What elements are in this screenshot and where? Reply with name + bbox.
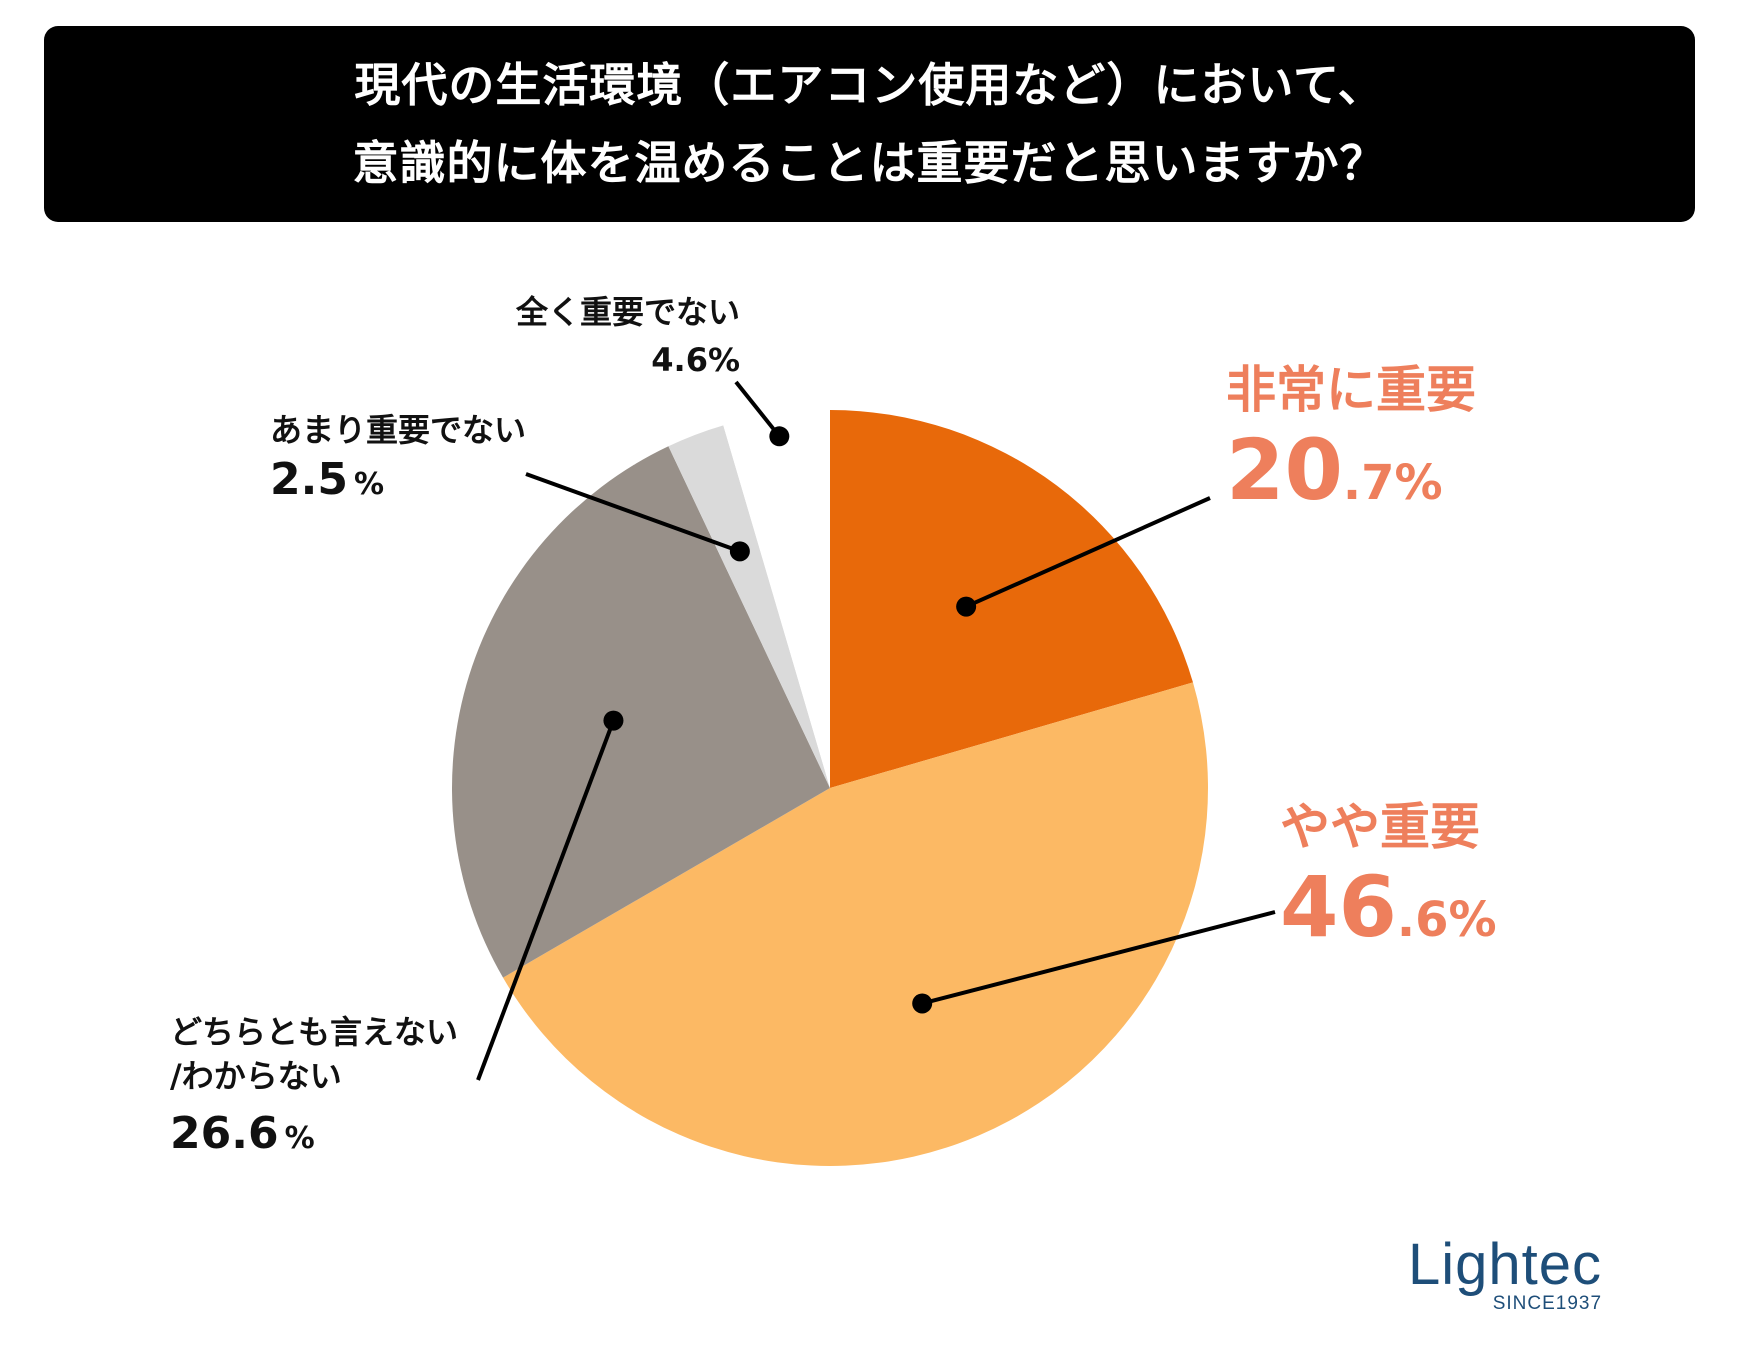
chart-title-banner: 現代の生活環境（エアコン使用など）において、 意識的に体を温めることは重要だと思… <box>44 26 1695 222</box>
slice-not-important-at-all <box>723 410 830 788</box>
leader-not-important-at-all-dot <box>769 426 790 447</box>
slice-somewhat-important <box>503 682 1208 1166</box>
label-not-very-important-value: 2.5% <box>270 458 526 507</box>
leader-undecided-dot <box>603 710 624 731</box>
leader-somewhat-important-dot <box>912 993 933 1014</box>
value-int: 20 <box>1226 421 1343 519</box>
leader-not-important-at-all <box>734 380 781 438</box>
leader-not-very-important <box>525 472 741 554</box>
leader-undecided <box>476 719 616 1081</box>
label-somewhat-important-value: 46.6% <box>1280 859 1497 968</box>
label-not-important-at-all-name: 全く重要でない <box>516 293 741 331</box>
slice-very-important <box>830 410 1193 788</box>
lightec-logo: Lightec SINCE1937 <box>1408 1236 1602 1314</box>
leader-very-important <box>965 496 1211 609</box>
value-int: 46 <box>1280 858 1397 956</box>
value-number: 26.6 <box>170 1108 279 1159</box>
leader-somewhat-important <box>921 910 1276 1006</box>
value-number: 2.5 <box>270 454 348 505</box>
logo-tagline: SINCE1937 <box>1492 1293 1603 1314</box>
label-not-important-at-all-value: 4.6% <box>651 341 741 379</box>
leader-very-important-dot <box>956 596 977 617</box>
slice-undecided <box>452 446 830 978</box>
label-very-important-value: 20.7% <box>1226 422 1476 531</box>
label-not-important-at-all: 全く重要でない 4.6% <box>516 290 740 382</box>
value-dec: .6 <box>1396 892 1449 948</box>
label-somewhat-important-name: やや重要 <box>1280 798 1480 856</box>
value-unit: % <box>284 1121 315 1156</box>
slice-not-very-important <box>668 425 830 788</box>
label-undecided-line-2: /わからない <box>170 1057 342 1095</box>
value-unit: % <box>353 467 385 502</box>
chart-title-line-2: 意識的に体を温めることは重要だと思いますか？ <box>352 136 1387 190</box>
value-dec: .7 <box>1342 455 1395 511</box>
leader-not-very-important-dot <box>729 541 750 562</box>
value-unit: % <box>1394 455 1443 511</box>
logo-name: Lightec <box>1408 1232 1603 1297</box>
label-undecided-value: 26.6% <box>170 1112 458 1161</box>
label-not-very-important-name: あまり重要でない <box>270 411 527 449</box>
label-somewhat-important: やや重要 46.6% <box>1280 795 1497 968</box>
chart-title-line-1: 現代の生活環境（エアコン使用など）において、 <box>354 58 1385 112</box>
label-not-very-important: あまり重要でない 2.5% <box>270 408 526 507</box>
label-undecided: どちらとも言えない /わからない 26.6% <box>170 1010 458 1161</box>
label-very-important: 非常に重要 20.7% <box>1226 358 1476 531</box>
value-unit: % <box>1448 892 1497 948</box>
label-very-important-name: 非常に重要 <box>1226 361 1476 419</box>
label-undecided-line-1: どちらとも言えない <box>170 1013 459 1051</box>
